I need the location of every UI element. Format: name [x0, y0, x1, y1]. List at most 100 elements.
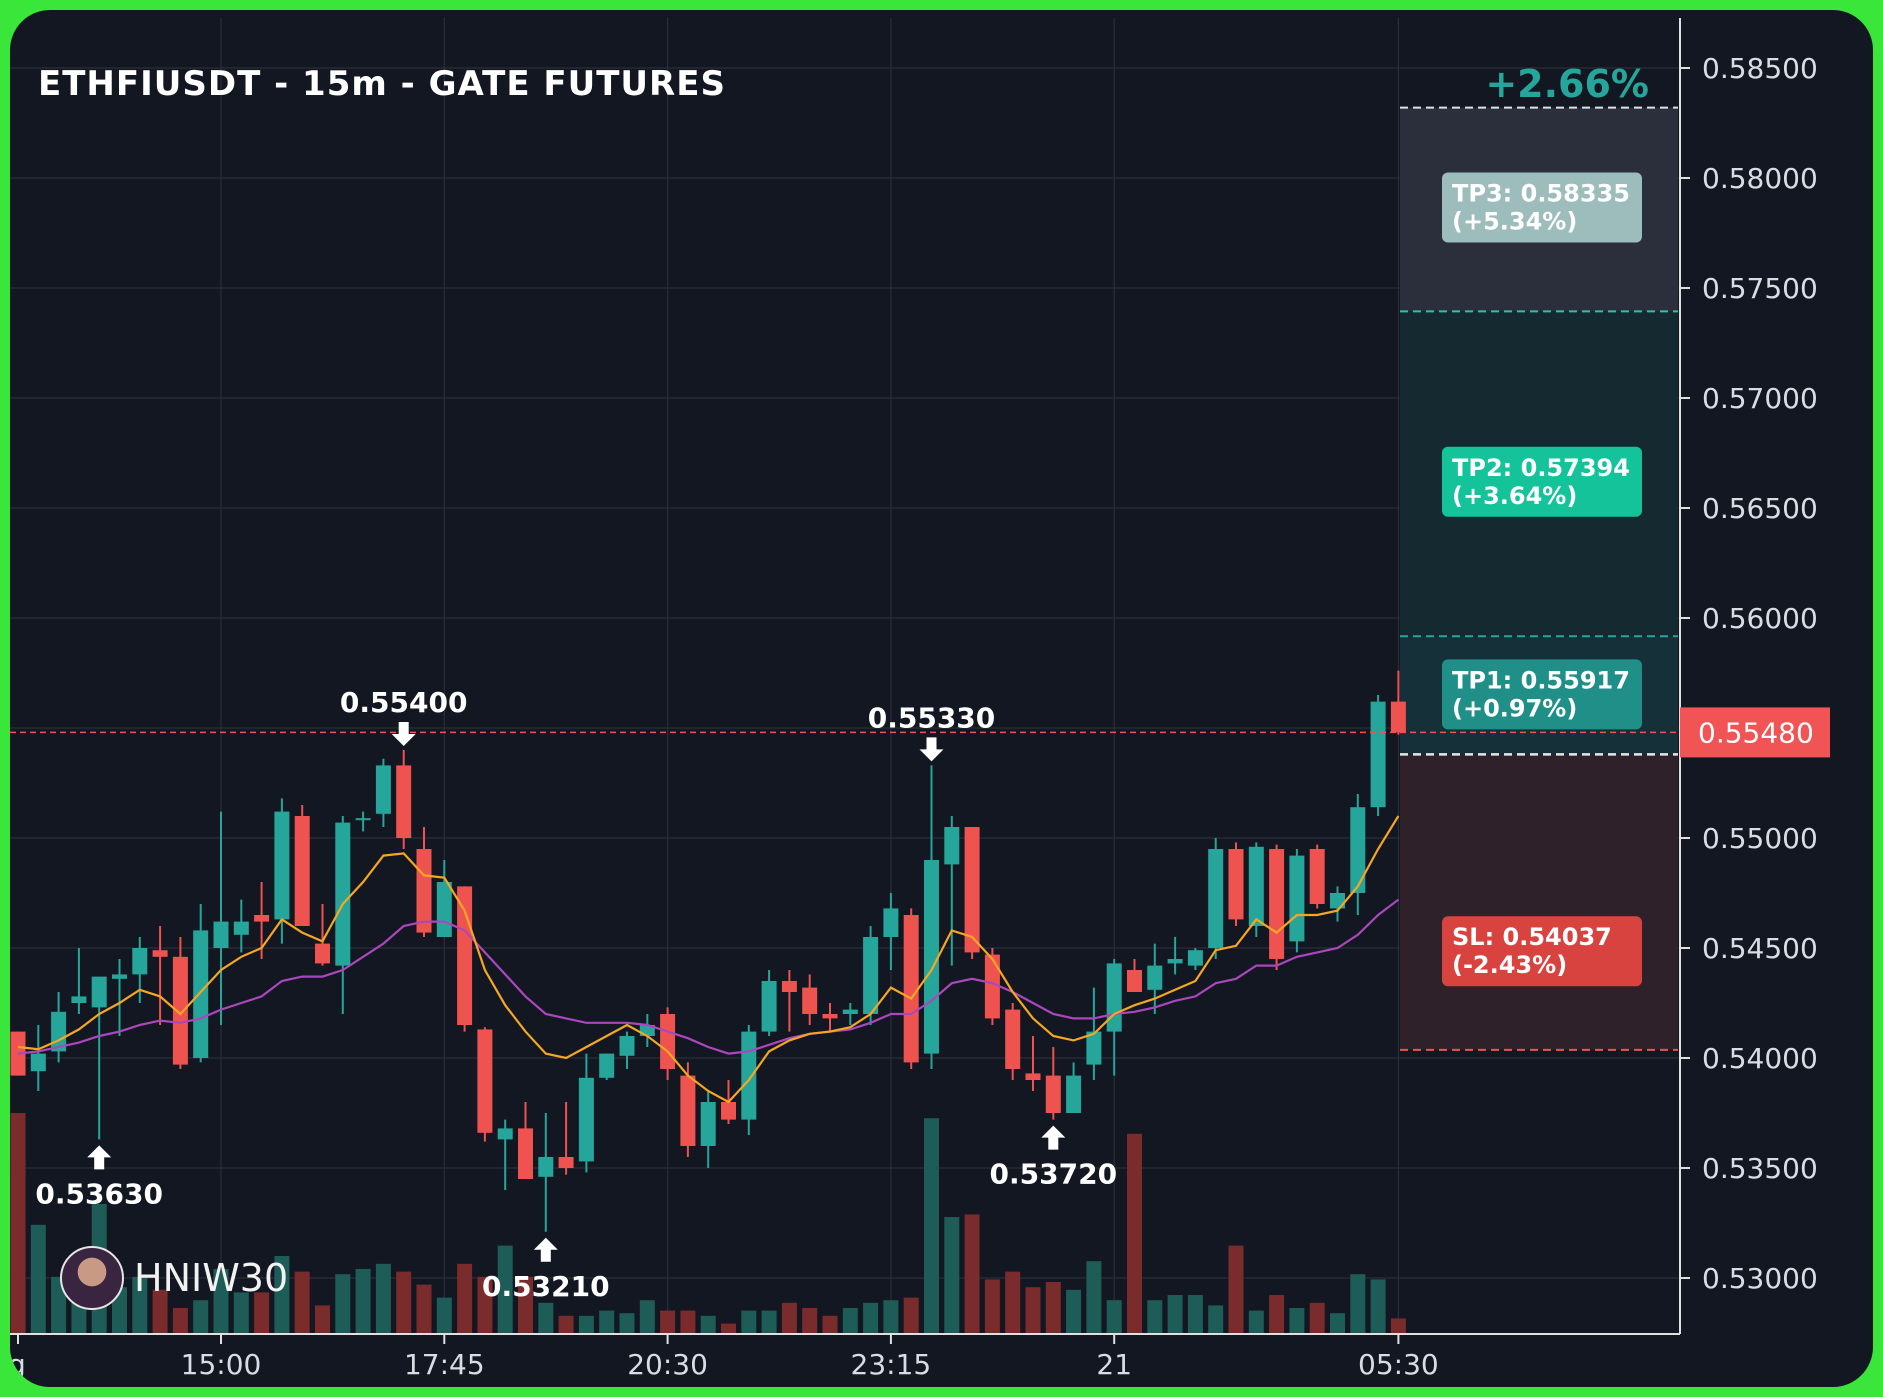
volume-bar	[558, 1315, 574, 1334]
candle-body	[335, 822, 351, 966]
target-label-box	[1442, 659, 1642, 730]
y-tick-label: 0.58000	[1702, 162, 1818, 195]
brand: HNIW30	[60, 1246, 288, 1310]
candle	[457, 886, 473, 1032]
volume-bar	[578, 1315, 594, 1334]
candle-body	[152, 950, 168, 957]
candle	[619, 1031, 635, 1069]
volume-bar	[396, 1271, 412, 1334]
candle	[558, 1102, 574, 1175]
candle-body	[883, 908, 899, 937]
target-label-3: SL: 0.54037(-2.43%)	[1442, 916, 1642, 987]
volume-bar	[193, 1300, 209, 1334]
target-label-price: TP3: 0.58335	[1452, 179, 1630, 207]
candle-body	[619, 1036, 635, 1056]
candle-body	[1228, 849, 1244, 920]
candle-body	[660, 1014, 676, 1069]
volume-bar	[172, 1308, 188, 1334]
candle	[781, 970, 797, 1032]
volume-bar	[335, 1274, 351, 1334]
candle-body	[315, 943, 330, 964]
candle	[924, 765, 939, 1069]
candle-body	[863, 937, 879, 1014]
candle	[599, 1053, 615, 1080]
volume-bar	[924, 1118, 939, 1334]
candle	[822, 1003, 838, 1032]
candle-body	[112, 974, 127, 979]
candle-body	[1106, 963, 1122, 1032]
volume-bar	[518, 1276, 533, 1334]
candle	[1289, 849, 1305, 953]
volume-bar	[254, 1292, 270, 1334]
volume-bar	[1228, 1245, 1244, 1334]
candle-body	[1025, 1073, 1041, 1080]
candle	[497, 1119, 513, 1190]
volume-bar	[497, 1245, 513, 1334]
candle	[518, 1102, 533, 1179]
price-annotation: 0.53720	[990, 1125, 1118, 1191]
candle-body	[1045, 1075, 1061, 1113]
volume-bar	[1066, 1289, 1082, 1334]
candle-body	[1066, 1075, 1082, 1113]
target-label-price: TP1: 0.55917	[1452, 666, 1630, 694]
volume-bar	[213, 1269, 229, 1334]
volume-bar	[761, 1310, 777, 1334]
annotation-label: 0.53630	[35, 1177, 163, 1210]
candle-body	[1309, 849, 1325, 904]
candle-body	[71, 996, 87, 1003]
candle	[132, 937, 148, 1003]
volume-bar	[1248, 1310, 1264, 1334]
annotation-label: 0.53720	[990, 1158, 1118, 1191]
y-tick-label: 0.53500	[1702, 1152, 1818, 1185]
candle-body	[91, 976, 107, 1008]
candle	[152, 926, 168, 1025]
candle	[1350, 794, 1366, 915]
moving-averages	[10, 731, 1678, 1104]
candle	[1228, 842, 1244, 926]
candle	[903, 908, 919, 1069]
volume-bar	[639, 1300, 655, 1334]
candle-body	[639, 1025, 655, 1036]
candle-body	[477, 1029, 493, 1133]
volume-bar	[660, 1310, 676, 1334]
candle	[396, 750, 412, 849]
candle	[1147, 943, 1163, 1014]
candle-body	[741, 1031, 757, 1120]
candle-body	[416, 849, 432, 933]
target-label-pct: (+0.97%)	[1452, 694, 1577, 722]
volume-bar	[1208, 1305, 1224, 1334]
volume-bar	[1309, 1302, 1325, 1334]
candle	[1025, 1036, 1041, 1091]
price-annotation: 0.53210	[482, 1237, 610, 1303]
change-percent: +2.66%	[1485, 62, 1649, 106]
y-tick-label: 0.53000	[1702, 1262, 1818, 1295]
target-label-1: TP2: 0.57394(+3.64%)	[1442, 446, 1642, 517]
volume-bar	[10, 1113, 26, 1334]
volume-bar	[375, 1263, 391, 1334]
candle-body	[1187, 950, 1203, 966]
candle	[335, 816, 351, 1014]
candle-body	[1086, 1031, 1102, 1065]
candle-body	[558, 1157, 574, 1168]
target-label-box	[1442, 446, 1642, 517]
price-annotation: 0.53630	[35, 1145, 163, 1210]
volume-bar	[984, 1279, 1000, 1334]
current-price-badge	[1680, 707, 1830, 758]
candle	[944, 816, 960, 966]
annotation-label: 0.55400	[340, 686, 468, 719]
candle	[863, 926, 879, 1025]
arrow-up-icon	[87, 1145, 112, 1170]
volume-bar	[538, 1302, 554, 1334]
volume-bar	[1005, 1271, 1021, 1334]
candle-body	[924, 860, 939, 1054]
candle	[1127, 959, 1142, 992]
candle	[1045, 1047, 1061, 1120]
candle-body	[1127, 970, 1142, 992]
volume-bar	[619, 1313, 635, 1334]
candle	[477, 1027, 493, 1142]
y-tick-label: 0.58500	[1702, 52, 1818, 85]
target-label-box	[1442, 916, 1642, 987]
y-tick-label: 0.56000	[1702, 602, 1818, 635]
x-tick-label: 15:00	[181, 1348, 262, 1381]
candlestick-chart[interactable]: 0.53630 0.55400 0.53210 0.55330 0.53720 0.53…	[10, 10, 1873, 1387]
